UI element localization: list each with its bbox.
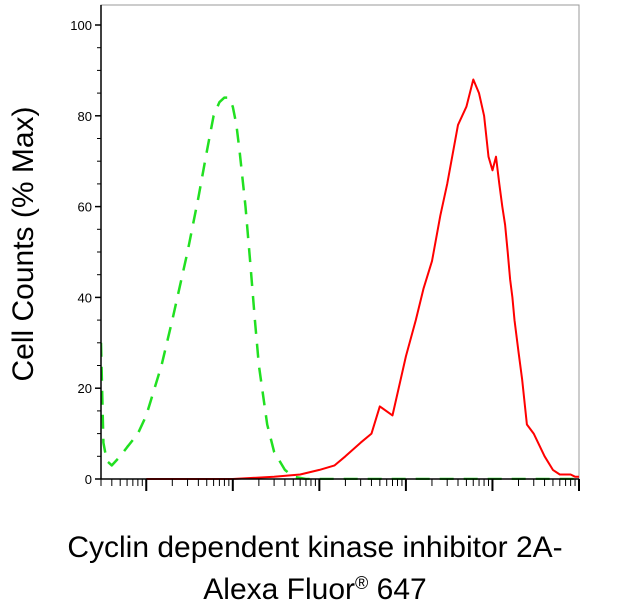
y-axis-label: Cell Counts (% Max) — [7, 106, 40, 381]
y-tick-label: 100 — [70, 18, 92, 33]
series-line-2 — [146, 78, 579, 480]
series-line-1 — [101, 96, 579, 480]
y-tick-label: 0 — [85, 472, 92, 487]
y-tick-label: 40 — [78, 290, 92, 305]
x-axis-label-line1: Cyclin dependent kinase inhibitor 2A- — [67, 531, 562, 564]
y-tick-label: 60 — [78, 200, 92, 215]
y-tick-label: 20 — [78, 381, 92, 396]
y-tick-label: 80 — [78, 109, 92, 124]
x-axis-label-end: 647 — [368, 573, 426, 606]
x-axis-label-line2-text: Alexa Fluor — [203, 573, 355, 606]
x-axis-label-line2: Alexa Fluor® 647 — [203, 573, 426, 606]
x-axis-label-sup: ® — [355, 573, 368, 593]
